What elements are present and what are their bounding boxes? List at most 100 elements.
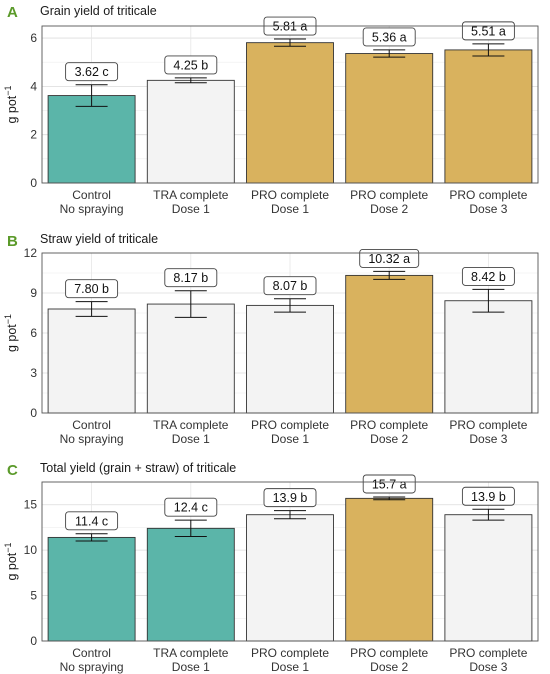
data-label-box [362,474,416,494]
bar [146,303,235,414]
data-label: 15.7 a [372,477,407,491]
x-tick-label: PRO complete [449,646,527,660]
x-tick-label: PRO complete [449,188,527,202]
y-tick-label: 9 [30,286,37,300]
y-tick-label: 10 [24,543,38,557]
x-tick-label: Control [72,646,111,660]
x-tick-label: Dose 1 [271,202,309,216]
y-tick-label: 3 [30,366,37,380]
x-tick-label: No spraying [60,202,124,216]
x-tick-label: PRO complete [251,646,329,660]
x-tick-label: No spraying [60,432,124,446]
chart-title: Grain yield of triticale [40,4,157,18]
data-label: 8.07 b [273,279,308,293]
y-tick-label: 0 [30,176,37,190]
bar [444,514,533,642]
data-label: 12.4 c [174,501,208,515]
bar [345,53,434,184]
bar [345,274,434,414]
x-tick-label: Dose 1 [271,660,309,674]
bar [444,300,533,414]
plot-border [41,25,539,184]
y-tick-label: 15 [24,498,38,512]
x-tick-label: Dose 1 [172,202,210,216]
chart-title: Total yield (grain + straw) of triticale [40,461,236,475]
y-tick-label: 6 [30,326,37,340]
x-tick-label: Dose 1 [172,432,210,446]
y-axis-label: g pot−1 [3,542,19,580]
data-label: 8.17 b [173,271,208,285]
y-tick-label: 2 [30,128,37,142]
data-label-box [359,248,420,268]
x-tick-label: PRO complete [251,188,329,202]
chart-panel-c: C Total yield (grain + straw) of tritical… [3,461,539,674]
bar [246,304,334,414]
y-axis-label: g pot−1 [3,314,19,352]
x-tick-label: Dose 1 [172,660,210,674]
data-label-box [65,62,119,82]
x-tick-label: PRO complete [350,188,428,202]
bar [146,527,235,642]
x-tick-label: Dose 3 [469,202,507,216]
data-label: 3.62 c [75,65,109,79]
data-label-box [461,266,515,286]
bar [47,95,136,184]
panel-letter: A [7,4,18,21]
data-label: 5.81 a [273,20,308,34]
bar [47,536,136,642]
bar [246,514,334,642]
data-label-box [164,268,218,288]
panel-letter: C [7,462,18,479]
data-label-box [263,276,317,296]
chart-title: Straw yield of triticale [40,232,158,246]
x-tick-label: No spraying [60,660,124,674]
chart-panel-a: A Grain yield of triticale 0 2 4 6 g pot−1 3.62… [3,4,539,216]
x-tick-label: Control [72,188,111,202]
x-tick-label: TRA complete [153,188,229,202]
data-label-box [65,511,119,531]
data-label-box [461,486,515,506]
bar [146,79,235,184]
x-tick-label: Dose 3 [469,660,507,674]
plot-border [41,252,539,414]
data-label: 5.36 a [372,30,407,44]
y-tick-label: 12 [24,246,38,260]
x-tick-label: PRO complete [350,646,428,660]
data-label: 4.25 b [173,58,208,72]
data-label-box [164,497,218,517]
x-tick-label: Dose 3 [469,432,507,446]
data-label: 13.9 b [471,490,506,504]
x-tick-label: TRA complete [153,646,229,660]
data-label: 11.4 c [75,514,108,528]
data-label-box [263,488,317,508]
data-label: 5.51 a [471,24,506,38]
x-tick-label: Dose 2 [370,660,408,674]
bar [47,308,136,414]
data-label: 7.80 b [74,282,109,296]
bar [444,49,533,184]
bar [246,42,334,184]
plot-border [41,481,539,642]
x-tick-label: Dose 2 [370,432,408,446]
x-tick-label: PRO complete [350,418,428,432]
data-label: 8.42 b [471,270,506,284]
data-label-box [164,55,218,75]
y-tick-label: 6 [30,31,37,45]
data-label: 10.32 a [368,252,410,266]
y-axis-label: g pot−1 [3,85,19,123]
y-tick-label: 5 [30,589,37,603]
data-label-box [65,279,119,299]
x-tick-label: TRA complete [153,418,229,432]
y-tick-label: 0 [30,406,37,420]
x-tick-label: Dose 1 [271,432,309,446]
bar [345,497,434,642]
x-tick-label: Control [72,418,111,432]
data-label: 13.9 b [273,491,308,505]
panel-letter: B [7,233,18,250]
x-tick-label: PRO complete [251,418,329,432]
y-tick-label: 0 [30,634,37,648]
y-tick-label: 4 [30,79,37,93]
chart-panel-b: B Straw yield of triticale 0 3 6 9 12 g pot−1 7.… [3,232,539,446]
x-tick-label: PRO complete [449,418,527,432]
